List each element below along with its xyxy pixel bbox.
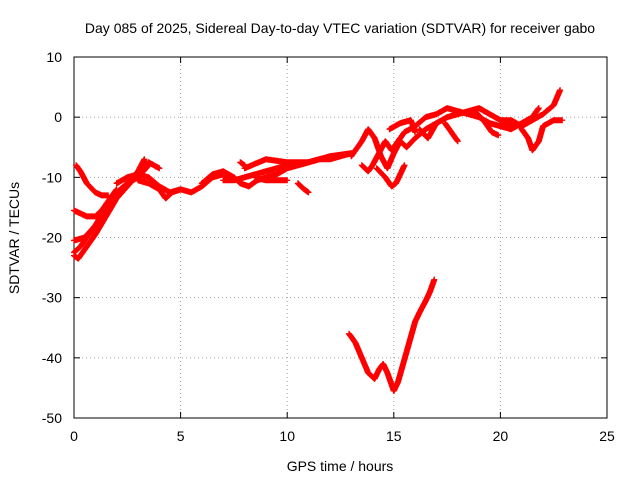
y-tick-label: 0 xyxy=(54,109,62,125)
data-points xyxy=(71,87,566,394)
x-tick-label: 5 xyxy=(177,428,185,444)
plus-markers xyxy=(237,159,248,169)
track-11 xyxy=(294,180,312,196)
track-6 xyxy=(135,177,184,202)
track-3 xyxy=(71,186,120,220)
y-tick-label: 10 xyxy=(46,49,62,65)
track-23 xyxy=(346,276,438,394)
plus-markers xyxy=(386,117,419,136)
track-19 xyxy=(471,108,502,139)
plus-markers xyxy=(71,186,120,220)
plus-markers xyxy=(294,180,312,196)
y-tick-label: -50 xyxy=(42,410,62,426)
y-tick-label: -10 xyxy=(42,169,62,185)
x-axis-ticks: 0 5 10 15 20 25 xyxy=(70,57,615,444)
plot-border xyxy=(73,56,608,419)
plus-markers xyxy=(252,174,291,184)
x-tick-label: 10 xyxy=(279,428,295,444)
x-tick-label: 25 xyxy=(599,428,615,444)
x-tick-label: 0 xyxy=(70,428,78,444)
track-21 xyxy=(497,105,542,133)
y-axis-label: SDTVAR / TECUs xyxy=(6,182,22,294)
y-axis-ticks: 10 0 -10 -20 -30 -40 -50 xyxy=(42,49,607,426)
x-tick-label: 15 xyxy=(386,428,402,444)
plus-markers xyxy=(518,117,566,154)
y-tick-label: -40 xyxy=(42,350,62,366)
plus-markers xyxy=(373,162,408,190)
plus-markers xyxy=(135,177,184,202)
plus-markers xyxy=(442,120,461,145)
track-16 xyxy=(386,117,419,136)
track-10 xyxy=(252,174,291,184)
y-tick-label: -30 xyxy=(42,290,62,306)
track-17 xyxy=(416,120,440,142)
track-15 xyxy=(373,162,408,190)
plot-frame xyxy=(73,56,608,419)
track-18 xyxy=(442,120,461,145)
track-12 xyxy=(237,159,248,169)
plus-markers xyxy=(471,108,502,139)
track-4 xyxy=(73,162,112,199)
x-tick-label: 20 xyxy=(493,428,509,444)
plus-markers xyxy=(497,105,542,133)
grid-lines xyxy=(74,57,607,418)
plus-markers xyxy=(346,276,438,394)
track-22 xyxy=(518,117,566,154)
plus-markers xyxy=(73,162,112,199)
x-axis-label: GPS time / hours xyxy=(287,458,394,474)
plus-markers xyxy=(416,120,440,142)
y-tick-label: -20 xyxy=(42,230,62,246)
chart-title: Day 085 of 2025, Sidereal Day-to-day VTE… xyxy=(85,20,595,36)
